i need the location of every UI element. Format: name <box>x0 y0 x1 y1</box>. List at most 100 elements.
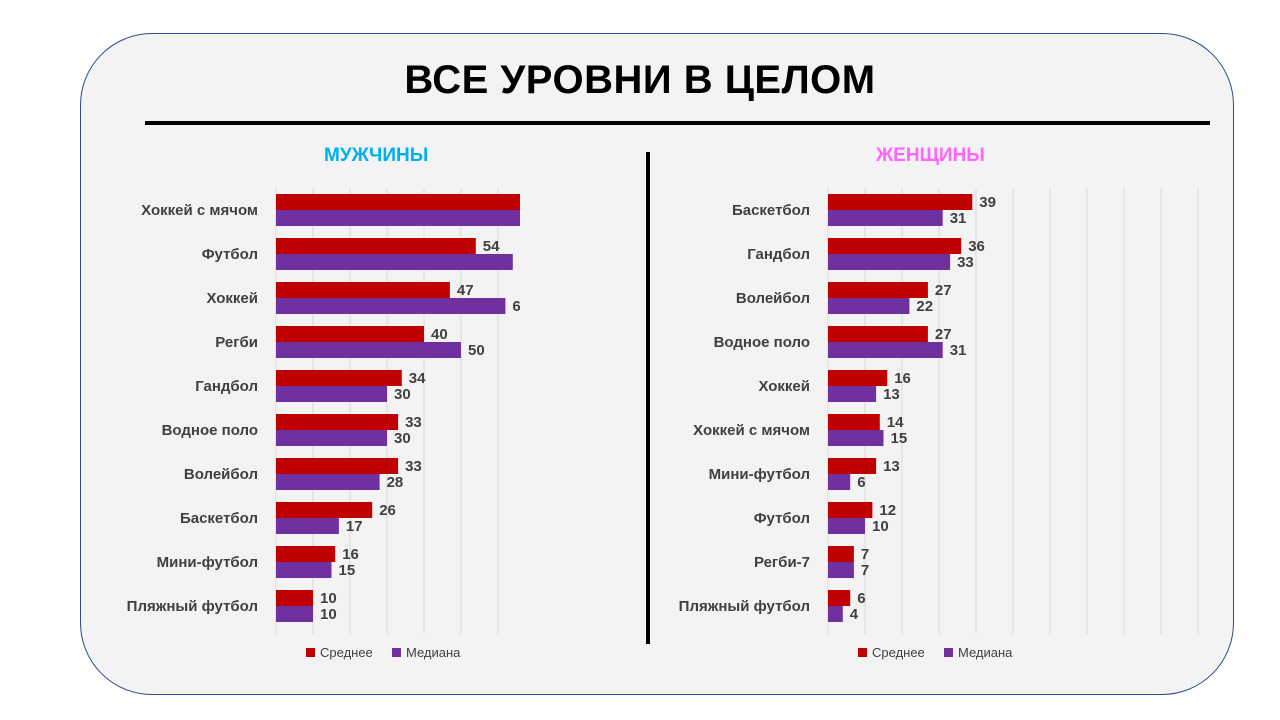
data-label: 47 <box>457 282 474 299</box>
median-bar <box>828 562 854 578</box>
category-label: Регби-7 <box>754 554 810 571</box>
mean-bar <box>828 326 928 342</box>
median-bar <box>276 606 313 622</box>
mean-bar <box>276 282 450 298</box>
category-label: Футбол <box>754 510 810 527</box>
mean-bar <box>828 282 928 298</box>
median-bar <box>828 474 851 490</box>
mean-bar <box>276 414 399 430</box>
median-bar <box>828 386 877 402</box>
category-label: Мини-футбол <box>157 554 258 571</box>
mean-bar <box>276 458 399 474</box>
data-label: 33 <box>957 254 974 271</box>
data-label: 13 <box>883 386 900 403</box>
mean-bar <box>828 502 873 518</box>
data-label: 22 <box>916 298 933 315</box>
data-label: 34 <box>409 370 426 387</box>
category-label: Хоккей <box>758 378 810 395</box>
mean-legend-swatch <box>306 648 315 657</box>
data-label: 12 <box>879 502 896 519</box>
data-label: 31 <box>950 210 967 227</box>
mean-bar <box>276 326 424 342</box>
title-underline <box>145 121 1210 125</box>
mean-bar <box>276 194 520 210</box>
category-label: Мини-футбол <box>709 466 810 483</box>
category-label: Волейбол <box>736 290 810 307</box>
category-label: Водное поло <box>162 422 258 439</box>
median-bar <box>276 430 387 446</box>
mean-bar <box>828 590 851 606</box>
data-label: 27 <box>935 282 952 299</box>
data-label: 40 <box>431 326 448 343</box>
data-label: 13 <box>883 458 900 475</box>
panel-divider <box>646 152 650 644</box>
median-bar <box>276 298 506 314</box>
mean-bar <box>828 194 973 210</box>
men-bar-chart: Хоккей с мячом7287Футбол5464Хоккей4762Ре… <box>127 188 520 660</box>
data-label: 10 <box>320 606 337 623</box>
data-label: 7 <box>861 546 869 563</box>
category-label: Баскетбол <box>732 202 810 219</box>
mean-bar <box>276 590 313 606</box>
content-panel <box>80 33 1234 695</box>
data-label: 15 <box>891 430 908 447</box>
median-bar <box>828 298 910 314</box>
mean-bar <box>828 238 962 254</box>
data-label: 33 <box>405 458 422 475</box>
legend-label: Среднее <box>872 645 925 660</box>
data-label: 6 <box>857 590 865 607</box>
median-bar <box>276 562 332 578</box>
median-bar <box>276 518 339 534</box>
category-label: Хоккей с мячом <box>693 422 810 439</box>
data-label: 17 <box>346 518 363 535</box>
page-title: ВСЕ УРОВНИ В ЦЕЛОМ <box>404 58 876 102</box>
data-label: 31 <box>950 342 967 359</box>
data-label: 39 <box>979 194 996 211</box>
category-label: Пляжный футбол <box>127 598 258 615</box>
legend-label: Медиана <box>406 645 461 660</box>
median-bar <box>828 606 843 622</box>
median-bar <box>828 210 943 226</box>
median-bar <box>276 210 520 226</box>
data-label: 14 <box>887 414 904 431</box>
mean-bar <box>828 458 877 474</box>
median-bar <box>828 430 884 446</box>
category-label: Баскетбол <box>180 510 258 527</box>
category-label: Хоккей с мячом <box>141 202 258 219</box>
mean-bar <box>828 370 888 386</box>
median-bar <box>276 342 461 358</box>
data-label: 15 <box>339 562 356 579</box>
data-label: 33 <box>405 414 422 431</box>
category-label: Водное поло <box>714 334 810 351</box>
data-label: 50 <box>468 342 485 359</box>
median-bar <box>828 254 951 270</box>
women-chart-title: ЖЕНЩИНЫ <box>876 145 985 166</box>
data-label: 36 <box>968 238 985 255</box>
category-label: Гандбол <box>195 378 258 395</box>
data-label: 62 <box>512 298 520 315</box>
mean-bar <box>276 502 373 518</box>
category-label: Волейбол <box>184 466 258 483</box>
data-label: 16 <box>342 546 359 563</box>
data-label: 26 <box>379 502 396 519</box>
category-label: Гандбол <box>747 246 810 263</box>
legend-label: Среднее <box>320 645 373 660</box>
legend-label: Медиана <box>958 645 1013 660</box>
data-label: 7 <box>861 562 869 579</box>
data-label: 27 <box>935 326 952 343</box>
data-label: 10 <box>872 518 889 535</box>
men-chart-title: МУЖЧИНЫ <box>324 145 429 166</box>
mean-bar <box>828 546 854 562</box>
category-label: Футбол <box>202 246 258 263</box>
category-label: Хоккей <box>206 290 258 307</box>
data-label: 30 <box>394 386 411 403</box>
data-label: 30 <box>394 430 411 447</box>
median-legend-swatch <box>392 648 401 657</box>
median-bar <box>828 518 865 534</box>
data-label: 54 <box>483 238 500 255</box>
data-label: 6 <box>857 474 865 491</box>
data-label: 16 <box>894 370 911 387</box>
median-bar <box>276 474 380 490</box>
median-bar <box>828 342 943 358</box>
